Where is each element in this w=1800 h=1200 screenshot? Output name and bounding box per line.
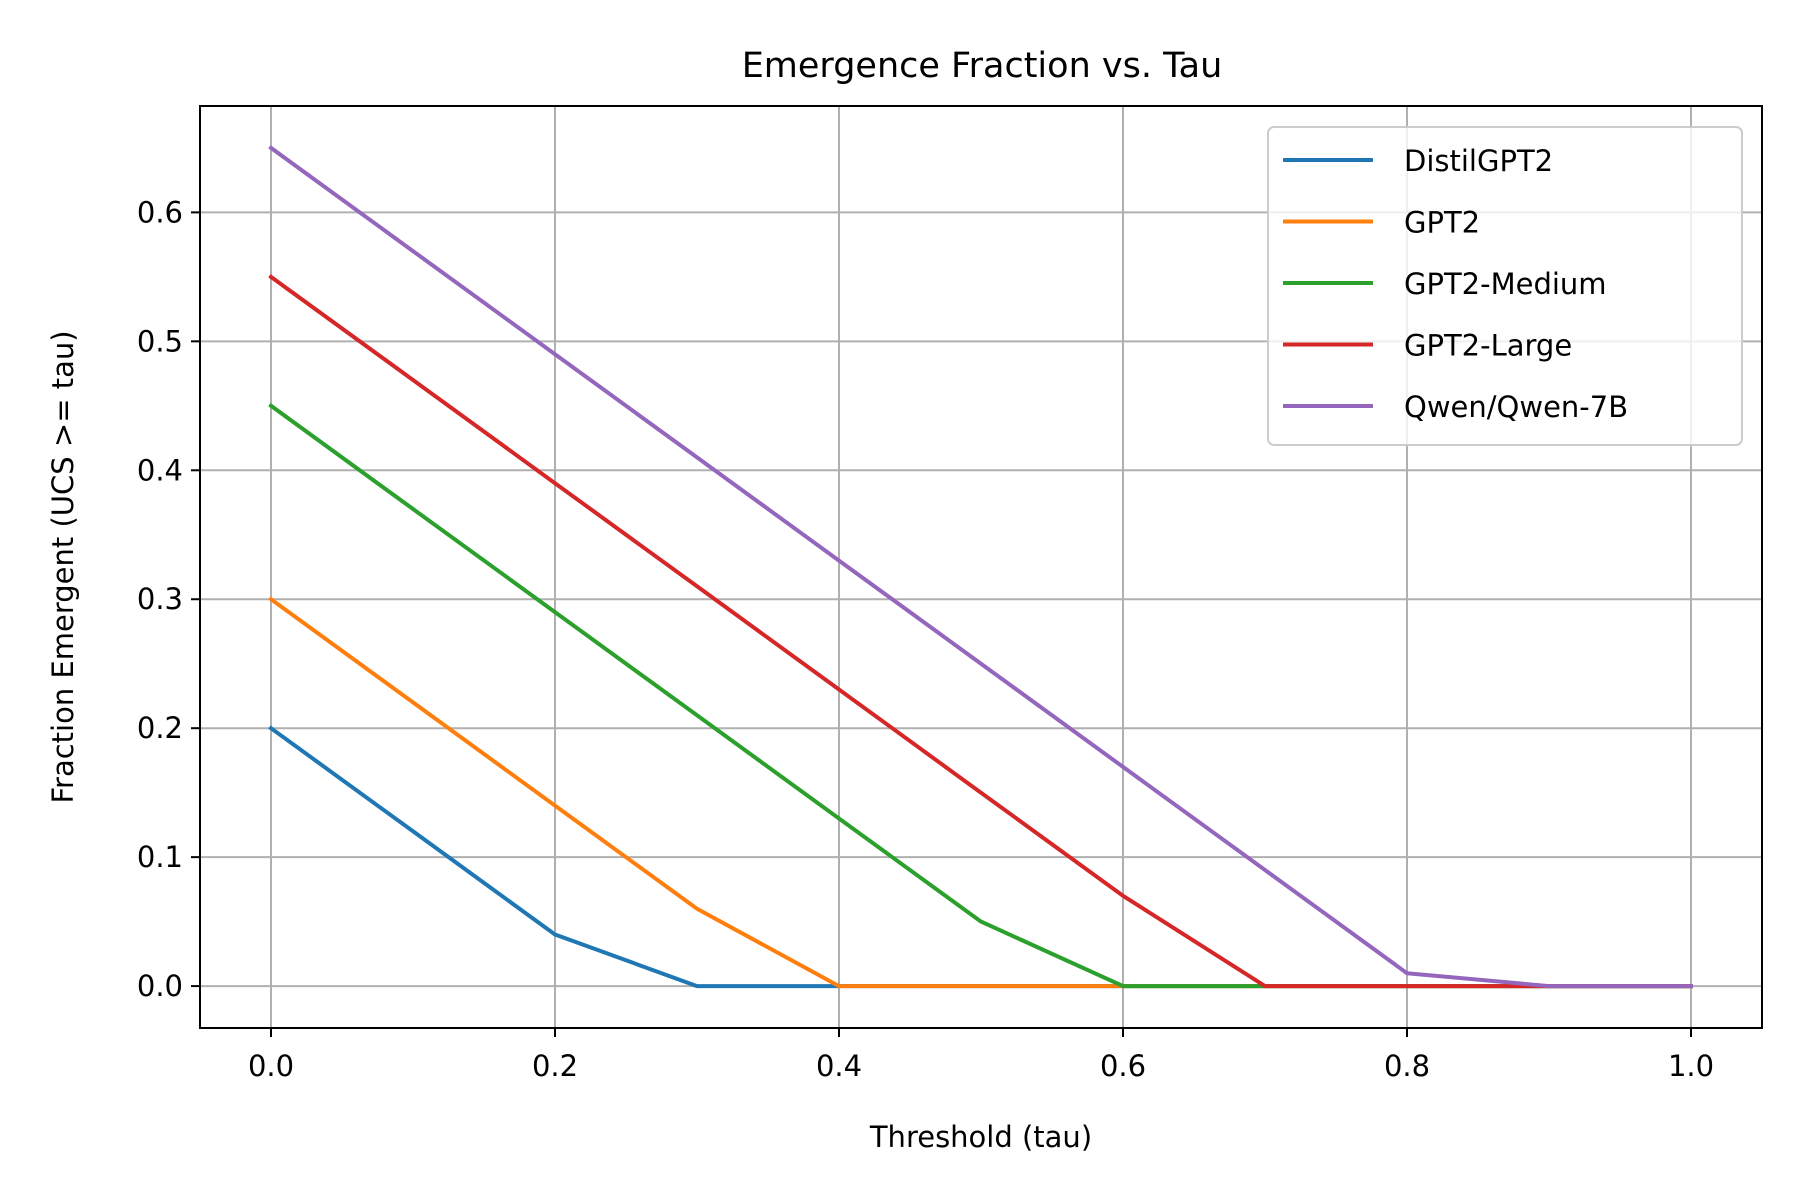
legend-label-gpt2-large: GPT2-Large bbox=[1404, 329, 1572, 363]
y-tick-label: 0.4 bbox=[137, 453, 183, 487]
x-tick-label: 0.0 bbox=[248, 1049, 294, 1083]
y-tick-label: 0.3 bbox=[137, 582, 183, 616]
y-tick-label: 0.5 bbox=[137, 324, 183, 358]
x-tick-label: 0.2 bbox=[532, 1049, 578, 1083]
plot-frame bbox=[199, 105, 1763, 1029]
legend: DistilGPT2 GPT2 GPT2-Medium GPT2-Large Qwen/… bbox=[1267, 126, 1743, 446]
series-line-gpt2-large bbox=[268, 274, 1693, 989]
series-line-qwen-qwen-7b bbox=[268, 145, 1693, 989]
x-tick-label: 1.0 bbox=[1668, 1049, 1714, 1083]
x-tick-label: 0.4 bbox=[816, 1049, 862, 1083]
x-axis-ticks: 0.0 0.2 0.4 0.6 0.8 1.0 bbox=[248, 1028, 1714, 1083]
legend-box bbox=[1267, 126, 1743, 446]
y-axis-ticks: 0.0 0.1 0.2 0.3 0.4 0.5 0.6 bbox=[137, 195, 200, 1003]
legend-label-gpt2: GPT2 bbox=[1404, 206, 1480, 240]
legend-label-gpt2-medium: GPT2-Medium bbox=[1404, 267, 1607, 301]
chart-title: Emergence Fraction vs. Tau bbox=[742, 46, 1223, 86]
x-axis-title: Threshold (tau) bbox=[869, 1120, 1092, 1154]
y-axis-title: Fraction Emergent (UCS >= tau) bbox=[46, 330, 80, 803]
legend-label-qwen-qwen-7b: Qwen/Qwen-7B bbox=[1404, 390, 1628, 424]
x-tick-label: 0.6 bbox=[1100, 1049, 1146, 1083]
x-tick-label: 0.8 bbox=[1384, 1049, 1430, 1083]
series-lines bbox=[268, 145, 1693, 989]
y-tick-label: 0.0 bbox=[137, 969, 183, 1003]
legend-items: DistilGPT2 GPT2 GPT2-Medium GPT2-Large Qwen/… bbox=[1283, 144, 1628, 424]
y-tick-label: 0.2 bbox=[137, 711, 183, 745]
y-tick-label: 0.6 bbox=[137, 195, 183, 229]
y-tick-label: 0.1 bbox=[137, 840, 183, 874]
legend-label-distilgpt2: DistilGPT2 bbox=[1404, 144, 1553, 178]
